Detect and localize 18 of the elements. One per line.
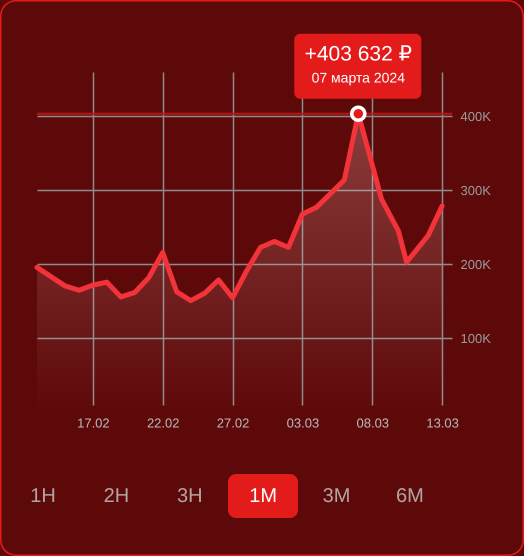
annotation: +403 632 ₽ xyxy=(304,42,412,66)
x-tick-label: 08.03 xyxy=(356,416,390,430)
x-tick-label: 27.02 xyxy=(216,416,250,430)
y-tick-label: 400K xyxy=(460,108,492,124)
time-range-button[interactable]: 3М xyxy=(302,474,372,518)
time-range-button[interactable]: 1Н xyxy=(8,474,78,518)
time-range-button[interactable]: 1М xyxy=(228,474,298,518)
x-tick-label: 17.02 xyxy=(77,416,110,430)
y-tick-label: 300K xyxy=(460,182,492,198)
annotation: 07 марта 2024 xyxy=(312,70,406,86)
y-tick-label: 200K xyxy=(460,256,492,272)
time-range-button[interactable]: 3Н xyxy=(154,474,225,518)
x-tick-label: 22.02 xyxy=(146,416,180,430)
x-tick-label: 13.03 xyxy=(426,416,459,430)
y-tick-label: 100K xyxy=(460,330,492,346)
x-tick-label: 03.03 xyxy=(286,416,320,430)
time-range-button[interactable]: 6М xyxy=(374,474,445,518)
time-range-button[interactable]: 2Н xyxy=(81,474,152,518)
